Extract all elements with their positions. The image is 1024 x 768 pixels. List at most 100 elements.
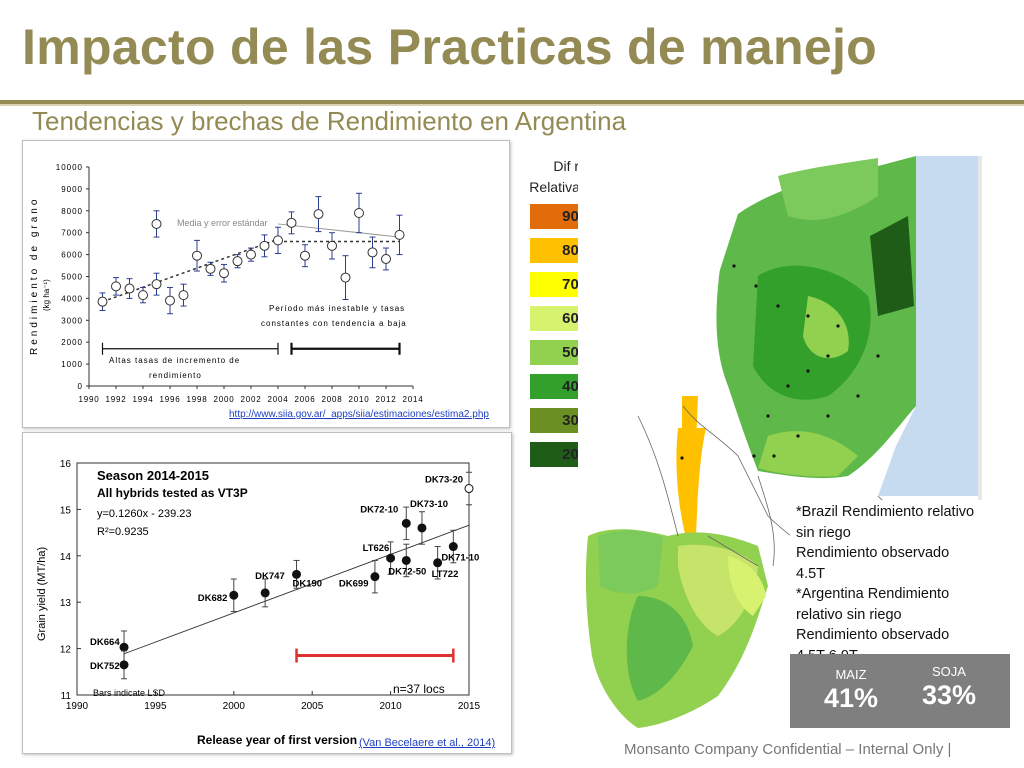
chart1-legend-marker bbox=[151, 218, 162, 229]
chart2-point-label: LT626 bbox=[363, 543, 390, 554]
map-svg bbox=[578, 156, 982, 728]
chart1-ylabel-unit: (kg ha⁻¹) bbox=[42, 279, 51, 311]
chart2-title-1: Season 2014-2015 bbox=[97, 468, 209, 483]
argentina-yield-trend-chart: 0 1000 2000 3000 4000 5000 6000 7000 8000 9000 100… bbox=[22, 140, 510, 428]
hybrid-yield-release-year-chart: 11 12 13 14 15 16 1990 1995 2000 2005 2010 2015 DK6… bbox=[22, 432, 512, 754]
chart2-n-note: n=37 locs bbox=[393, 682, 445, 696]
chart1-point bbox=[354, 207, 364, 218]
chart1-point bbox=[381, 253, 391, 264]
chart1-point bbox=[300, 250, 310, 261]
chart1-point bbox=[138, 290, 148, 301]
chart2-point-dk73-20 bbox=[464, 484, 474, 494]
notes-box: *Brazil Rendimiento relativo sin riego R… bbox=[790, 500, 984, 668]
chart2-point-label: DK664 bbox=[90, 637, 120, 648]
chart2-plot-frame bbox=[76, 462, 470, 696]
chart1-y-tick-label: 9000 bbox=[61, 185, 83, 194]
chart1-trend-late-down bbox=[277, 223, 400, 238]
chart2-point-dk699 bbox=[370, 572, 380, 582]
soja-stat: SOJA 33% bbox=[894, 654, 1004, 711]
chart2-point-label: DK72-50 bbox=[388, 566, 426, 577]
chart1-y-tick-label: 4000 bbox=[61, 294, 83, 303]
chaco-orange-region bbox=[676, 428, 706, 538]
chart2-point-label: DK752 bbox=[90, 661, 120, 672]
chart1-x-tick-label: 1994 bbox=[133, 395, 154, 404]
chart1-point bbox=[124, 283, 135, 294]
chart2-point-dk73-10 bbox=[417, 523, 427, 533]
chart2-point-dk71-10 bbox=[448, 542, 458, 552]
chart1-y-tick-label: 2000 bbox=[61, 338, 83, 347]
chart1-x-tick-label: 2006 bbox=[295, 395, 316, 404]
chart2-ylabel: Grain yield (MT/ha) bbox=[36, 547, 48, 641]
van-becelaere-citation[interactable]: (Van Becelaere et al., 2014) bbox=[359, 737, 496, 749]
chart2-title-2: All hybrids tested as VT3P bbox=[97, 486, 248, 500]
dark-green-patch bbox=[870, 216, 914, 316]
chart2-point-label: DK73-20 bbox=[425, 475, 463, 486]
south-america-yield-gap-map bbox=[578, 156, 982, 728]
chart1-y-tick-label: 10000 bbox=[56, 163, 83, 172]
maiz-value: 41% bbox=[823, 683, 879, 713]
chart2-point-label: DK72-10 bbox=[360, 504, 398, 515]
maiz-stat: MAIZ 41% bbox=[796, 654, 906, 714]
chart1-y-tick-label: 5000 bbox=[61, 273, 83, 282]
chart1-point bbox=[192, 250, 202, 261]
chart2-r2: R²=0.9235 bbox=[97, 526, 149, 538]
chart2-y-tick-label: 13 bbox=[60, 598, 72, 609]
chart2-point-dk664 bbox=[119, 642, 129, 652]
chart1-y-tick-label: 0 bbox=[78, 382, 83, 391]
yield-gap-stats: MAIZ 41% SOJA 33% bbox=[790, 654, 1010, 728]
chart1-x-tick-label: 1990 bbox=[79, 395, 100, 404]
chart2-x-tick-label: 1990 bbox=[66, 701, 89, 712]
chart2-x-tick-label: 1995 bbox=[144, 701, 167, 712]
chart2-y-tick-label: 14 bbox=[60, 552, 72, 563]
chart2-point-label: DK73-10 bbox=[410, 499, 448, 510]
chart2-point-lt722 bbox=[433, 558, 443, 568]
chart1-x-tick-label: 1996 bbox=[160, 395, 181, 404]
chart1-y-tick-label: 1000 bbox=[61, 360, 83, 369]
soja-value: 33% bbox=[921, 680, 977, 710]
chart1-y-tick-label: 8000 bbox=[61, 207, 83, 216]
confidential-footer: Monsanto Company Confidential – Internal… bbox=[624, 741, 952, 758]
chart1-x-tick-label: 2000 bbox=[214, 395, 235, 404]
chart1-point bbox=[219, 268, 229, 279]
chart1-point bbox=[97, 296, 108, 307]
chart2-point-label: DK747 bbox=[255, 571, 285, 582]
chart1-point bbox=[313, 209, 324, 220]
chart1-point bbox=[273, 235, 283, 246]
chart1-periodo-label-2: constantes con tendencia a baja bbox=[261, 319, 407, 328]
chart1-y-tick-label: 3000 bbox=[61, 316, 83, 325]
chart1-y-tick-label: 6000 bbox=[61, 251, 83, 260]
chart1-media-label: Media y error estándar bbox=[177, 218, 268, 228]
chart2-point-dk682 bbox=[229, 590, 239, 600]
chart1-point bbox=[367, 247, 378, 258]
chart2-x-tick-label: 2015 bbox=[458, 701, 481, 712]
soja-label: SOJA bbox=[932, 664, 966, 679]
chart1-point bbox=[286, 217, 297, 228]
chart2-point-dk747 bbox=[260, 588, 270, 598]
note-brazil-observed: Rendimiento observado 4.5T bbox=[796, 545, 950, 582]
chart1-point bbox=[246, 249, 256, 260]
chart1-point bbox=[259, 240, 270, 251]
chart1-point bbox=[178, 290, 189, 301]
chart1-point bbox=[232, 256, 243, 267]
chart1-point bbox=[394, 229, 405, 240]
maiz-label: MAIZ bbox=[835, 667, 867, 682]
chart1-svg: 0 1000 2000 3000 4000 5000 6000 7000 8000 9000 100… bbox=[29, 163, 423, 404]
chart1-point bbox=[205, 263, 216, 274]
chart1-x-tick-label: 2004 bbox=[268, 395, 289, 404]
chart2-y-tick-label: 11 bbox=[61, 691, 72, 702]
chart2-x-tick-label: 2000 bbox=[223, 701, 246, 712]
chart2-point-dk72-50 bbox=[401, 555, 411, 565]
chart2-point-label: DK699 bbox=[339, 579, 369, 590]
chart1-x-tick-label: 1998 bbox=[187, 395, 208, 404]
chart2-y-tick-label: 16 bbox=[60, 459, 72, 470]
chart2-point-lt626 bbox=[386, 553, 396, 563]
chart2-bars-note: Bars indicate LSD bbox=[93, 688, 166, 698]
siia-source-link[interactable]: http://www.siia.gov.ar/_apps/siia/estima… bbox=[229, 409, 489, 420]
chart2-point-dk72-10 bbox=[401, 518, 411, 528]
chart2-x-tick-label: 2005 bbox=[301, 701, 324, 712]
chart1-point bbox=[151, 279, 162, 290]
chart1-ylabel: Rendimiento de grano bbox=[29, 197, 40, 355]
page-title: Impacto de las Practicas de manejo bbox=[22, 19, 877, 75]
chart2-xlabel: Release year of first version bbox=[197, 733, 357, 747]
chart2-point-dk752 bbox=[119, 660, 129, 670]
